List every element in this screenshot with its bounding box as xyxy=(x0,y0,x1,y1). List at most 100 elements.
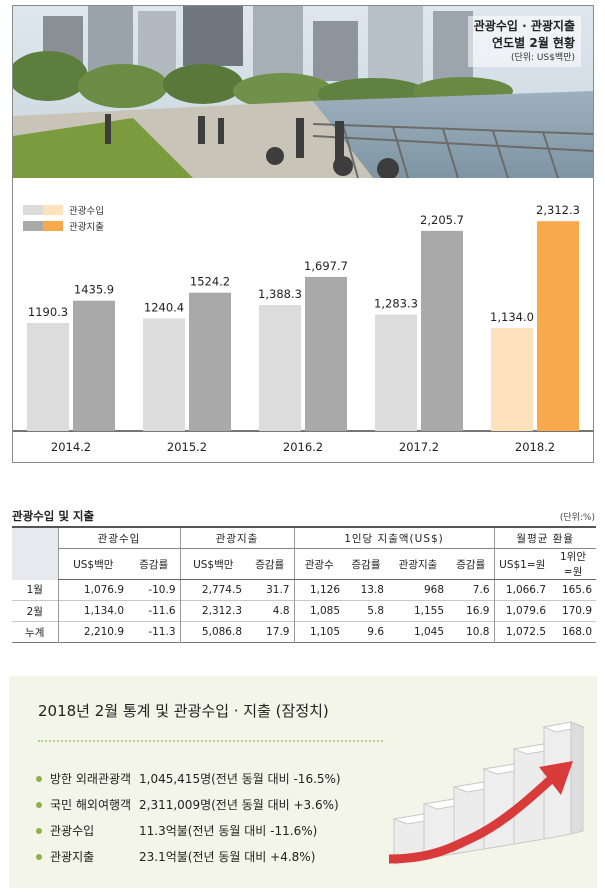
table-cell: 1,079.6 xyxy=(493,600,550,622)
data-label: 2,205.7 xyxy=(420,213,464,227)
data-label: 1,283.3 xyxy=(374,297,418,311)
summary-title: 2018년 2월 통계 및 관광수입 · 지출 (잠정치) xyxy=(38,702,329,720)
table-cell: 1,126 xyxy=(293,579,344,601)
bar xyxy=(375,314,417,431)
summary-item-value: 2,311,009명(전년 동월 대비 +3.6%) xyxy=(139,798,339,812)
summary-item-label: 방한 외래관광객 xyxy=(50,772,132,786)
bar xyxy=(537,221,579,431)
bullet-icon xyxy=(36,827,42,834)
subheader: 증감률 xyxy=(344,548,388,580)
table-cell: 2,312.3 xyxy=(179,600,246,622)
data-label: 1,697.7 xyxy=(304,259,348,273)
subheader: US$백만 xyxy=(57,548,128,580)
table-cell: 13.8 xyxy=(360,584,384,596)
data-label: 1,134.0 xyxy=(490,310,534,324)
legend-swatch xyxy=(43,205,63,215)
row-label: 2월 xyxy=(26,605,43,618)
header-tourism-income: 관광수입 xyxy=(57,526,180,549)
table-cell: 968 xyxy=(423,584,444,596)
table-cell: 16.9 xyxy=(466,605,490,617)
bar xyxy=(491,328,533,431)
subheader: US$백만 xyxy=(179,548,246,580)
header-exchange-rate: 월평균 환율 xyxy=(493,526,596,549)
table-cell: 168.0 xyxy=(561,626,592,638)
row-label-header xyxy=(12,526,58,580)
data-label: 2,312.3 xyxy=(536,203,580,217)
summary-divider xyxy=(38,740,383,742)
bar xyxy=(27,322,69,431)
bullet-icon xyxy=(36,775,42,782)
legend-swatch xyxy=(43,221,63,231)
table-unit: (단위:%) xyxy=(559,513,595,523)
bar xyxy=(305,276,347,431)
table-cell: 5.8 xyxy=(367,605,384,617)
x-tick-label: 2017.2 xyxy=(399,440,439,454)
row-label: 누계 xyxy=(25,626,45,639)
data-label: 1240.4 xyxy=(144,300,184,314)
table-cell: 4.8 xyxy=(272,605,290,617)
table-cell: 10.8 xyxy=(466,626,490,638)
x-tick-label: 2018.2 xyxy=(515,440,555,454)
summary-item: 관광지출 23.1억불(전년 동월 대비 +4.8%) xyxy=(36,848,315,865)
legend-swatch xyxy=(23,205,43,215)
table-cell: 1,045 xyxy=(413,626,444,638)
subheader: 1위안 =원 xyxy=(550,548,596,580)
table-cell: 1,072.5 xyxy=(493,621,550,643)
table-cell: -10.9 xyxy=(148,584,176,596)
subheader: 증감률 xyxy=(448,548,494,580)
data-label: 1524.2 xyxy=(190,275,230,289)
summary-item-label: 관광수입 xyxy=(50,824,95,838)
bar xyxy=(73,300,115,431)
chart-unit: (단위: US$백만) xyxy=(510,53,575,63)
table-cell: 1,076.9 xyxy=(57,579,128,601)
table-cell: 31.7 xyxy=(266,584,290,596)
table-cell: 1,105 xyxy=(293,621,344,643)
table-cell: 1,085 xyxy=(293,600,344,622)
table-subheader-row: US$백만 증감률 US$백만 증감률 관광수 증감률 관광지출 증감률 US$… xyxy=(12,548,596,580)
summary-item-label: 국민 해외여행객 xyxy=(50,798,132,812)
subheader: 증감률 xyxy=(128,548,180,580)
subheader: 증감률 xyxy=(246,548,294,580)
x-tick-label: 2014.2 xyxy=(51,440,91,454)
summary-item: 관광수입 11.3억불(전년 동월 대비 -11.6%) xyxy=(36,822,317,839)
summary-item-value: 11.3억불(전년 동월 대비 -11.6%) xyxy=(139,824,318,838)
header-per-capita: 1인당 지출액(US$) xyxy=(293,526,494,549)
table-cell: 2,774.5 xyxy=(179,579,246,601)
x-tick-label: 2015.2 xyxy=(167,440,207,454)
table-header-row: 관광수입 관광지출 1인당 지출액(US$) 월평균 환율 xyxy=(12,526,596,580)
table-cell: 1,155 xyxy=(413,605,444,617)
summary-item: 방한 외래관광객 1,045,415명(전년 동월 대비 -16.5%) xyxy=(36,770,341,787)
header-tourism-expense: 관광지출 xyxy=(179,526,294,549)
rising-stairs-arrow-icon xyxy=(389,721,585,865)
chart-subtitle: 연도별 2월 현황 xyxy=(492,36,575,50)
bar xyxy=(421,230,463,431)
bar xyxy=(143,318,185,431)
data-label: 1435.9 xyxy=(74,283,114,297)
table-cell: 17.9 xyxy=(266,626,290,638)
summary-box: 2018년 2월 통계 및 관광수입 · 지출 (잠정치) 방한 외래관광객 1,… xyxy=(9,676,597,888)
table-cell: 5,086.8 xyxy=(179,621,246,643)
chart-title-box: 관광수입 · 관광지출 연도별 2월 현황 (단위: US$백만) xyxy=(467,16,581,67)
table-cell: 1,066.7 xyxy=(493,579,550,601)
x-tick-label: 2016.2 xyxy=(283,440,323,454)
table-row: 누계 2,210.9 -11.3 5,086.8 17.9 1,105 9.6 … xyxy=(12,621,596,643)
table-cell: 9.6 xyxy=(367,626,384,638)
subheader: 관광지출 xyxy=(388,548,448,580)
stats-table: 관광수입 관광지출 1인당 지출액(US$) 월평균 환율 US$백만 증감률 … xyxy=(12,526,596,643)
table-cell: -11.3 xyxy=(148,626,176,638)
table-cell: 165.6 xyxy=(561,584,592,596)
table-row: 2월 1,134.0 -11.6 2,312.3 4.8 1,085 5.8 1… xyxy=(12,600,596,622)
chart-panel: 관광수입 · 관광지출 연도별 2월 현황 (단위: US$백만) 관광수입 관광… xyxy=(12,5,594,463)
table-cell: 170.9 xyxy=(561,605,592,617)
bullet-icon xyxy=(36,853,42,860)
bar xyxy=(189,292,231,431)
bar xyxy=(259,305,301,431)
chart-title: 관광수입 · 관광지출 xyxy=(473,19,575,33)
table-title: 관광수입 및 지출 xyxy=(12,509,95,523)
legend-label: 관광지출 xyxy=(69,221,104,233)
legend-swatch xyxy=(23,221,43,231)
subheader: US$1=원 xyxy=(493,548,550,580)
summary-item-value: 23.1억불(전년 동월 대비 +4.8%) xyxy=(139,850,316,864)
summary-item: 국민 해외여행객 2,311,009명(전년 동월 대비 +3.6%) xyxy=(36,796,339,813)
